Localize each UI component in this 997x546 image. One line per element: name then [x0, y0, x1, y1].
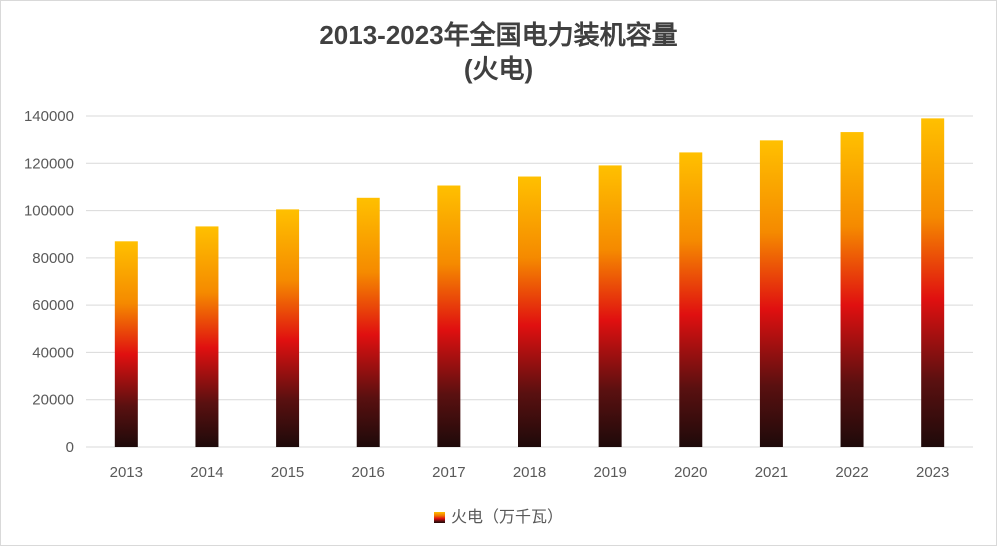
x-tick-label: 2015 [271, 464, 304, 481]
x-tick-label: 2016 [352, 464, 385, 481]
y-tick-label: 0 [66, 439, 74, 456]
y-tick-label: 60000 [32, 297, 74, 314]
bar-2019 [598, 165, 622, 447]
bars [114, 118, 945, 448]
chart-title: 2013-2023年全国电力装机容量 [319, 20, 678, 50]
y-tick-label: 120000 [24, 155, 74, 172]
x-tick-label: 2021 [755, 464, 788, 481]
x-tick-label: 2023 [916, 464, 949, 481]
y-tick-label: 80000 [32, 250, 74, 267]
bar-2020 [679, 152, 703, 447]
x-tick-label: 2017 [432, 464, 465, 481]
bar-2015 [276, 209, 300, 447]
y-axis: 0 20000 40000 60000 80000 100000 120000 140000 [24, 108, 74, 456]
x-tick-label: 2022 [835, 464, 868, 481]
bar-2016 [356, 197, 380, 447]
x-tick-label: 2020 [674, 464, 707, 481]
x-axis: 2013 2014 2015 2016 2017 2018 2019 2020 2021 2022… [110, 464, 950, 481]
legend-swatch-icon [433, 512, 445, 523]
bar-2017 [437, 185, 461, 447]
bar-2023 [921, 118, 945, 447]
chart-subtitle: (火电) [463, 54, 534, 84]
x-tick-label: 2018 [513, 464, 546, 481]
bar-2021 [759, 140, 783, 447]
bar-2013 [114, 241, 138, 447]
bar-2022 [840, 132, 864, 447]
x-tick-label: 2014 [190, 464, 223, 481]
legend-label: 火电（万千瓦） [450, 507, 563, 526]
y-tick-label: 140000 [24, 108, 74, 125]
x-tick-label: 2013 [110, 464, 143, 481]
y-tick-label: 40000 [32, 344, 74, 361]
y-tick-label: 100000 [24, 203, 74, 220]
y-tick-label: 20000 [32, 392, 74, 409]
x-tick-label: 2019 [593, 464, 626, 481]
bar-2018 [518, 176, 541, 448]
legend: 火电（万千瓦） [0, 503, 997, 527]
bar-2014 [195, 226, 219, 447]
